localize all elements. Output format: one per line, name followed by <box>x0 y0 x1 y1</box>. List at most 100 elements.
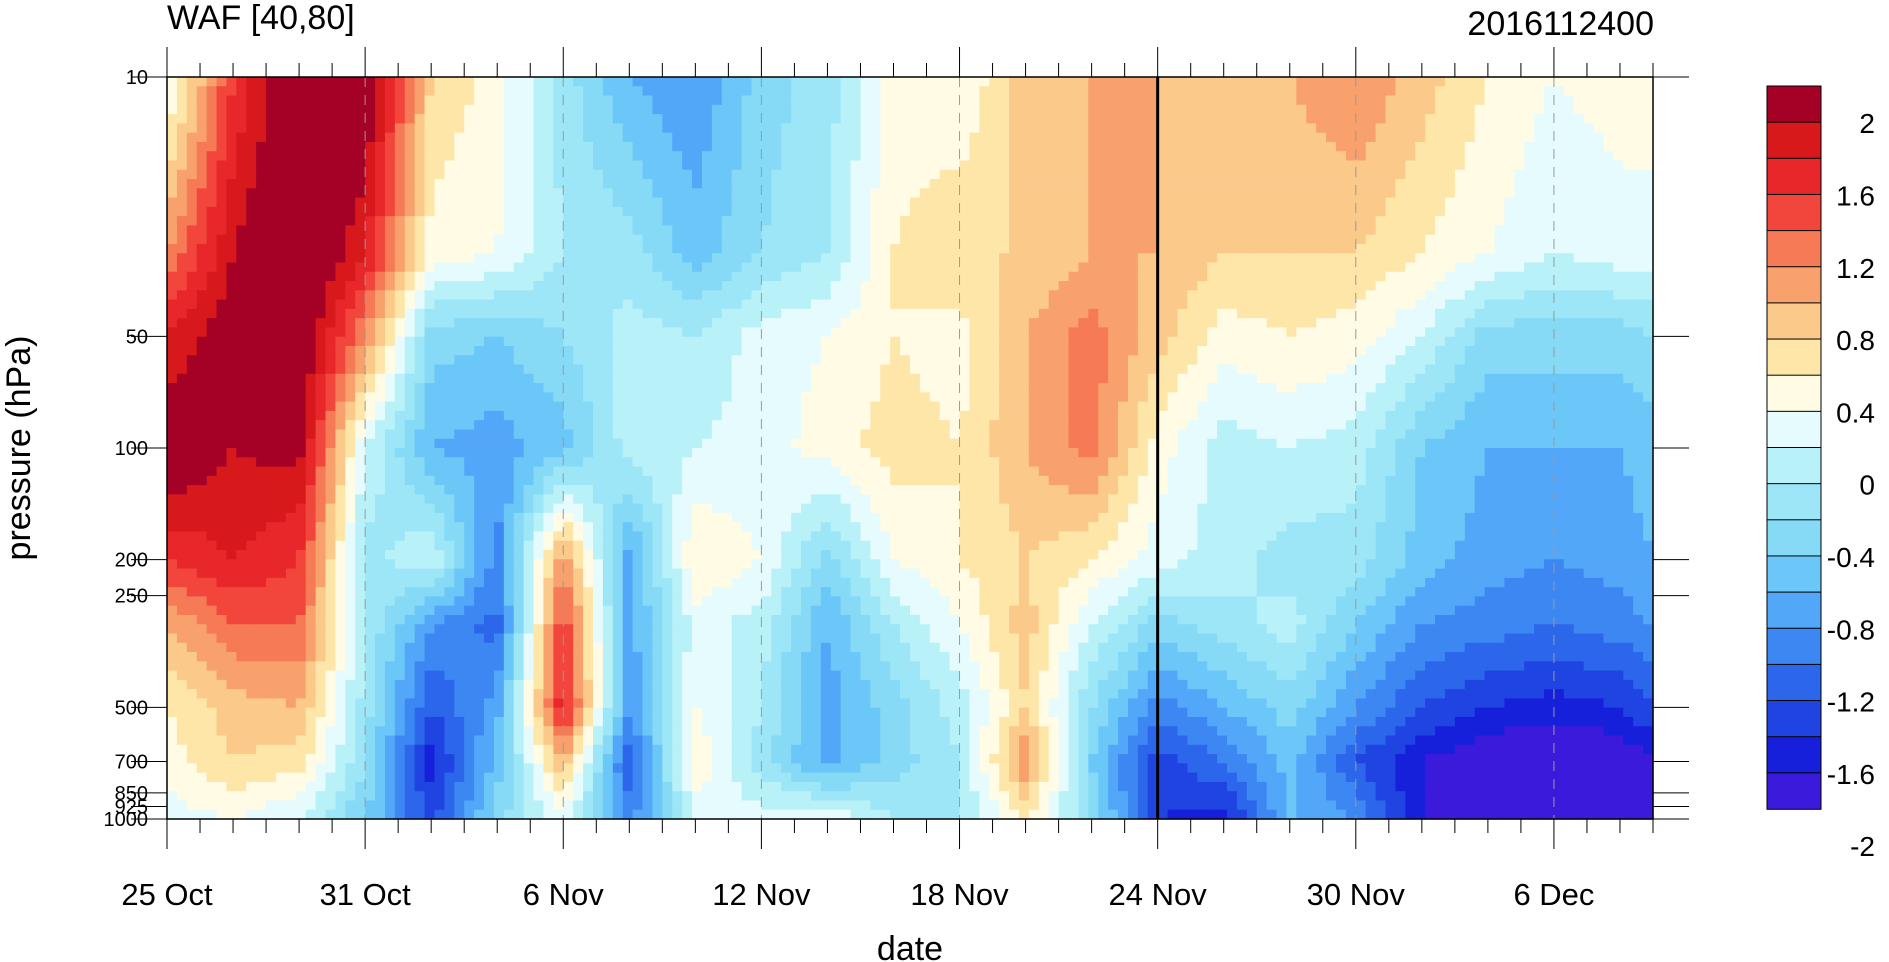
field-cell <box>216 234 228 245</box>
field-cell <box>1583 206 1595 217</box>
field-cell <box>810 216 822 227</box>
field-cell <box>1048 253 1060 264</box>
field-cell <box>1444 114 1456 124</box>
field-cell <box>493 141 505 152</box>
field-cell <box>325 327 337 338</box>
field-cell <box>563 336 574 347</box>
field-cell <box>325 151 337 162</box>
field-cell <box>186 225 198 236</box>
field-cell <box>731 132 743 143</box>
field-cell <box>870 318 881 329</box>
field-cell <box>1544 132 1555 143</box>
field-cell <box>959 271 971 282</box>
field-cell <box>1345 281 1357 291</box>
field-cell <box>325 290 337 301</box>
field-cell <box>424 234 436 245</box>
field-cell <box>474 234 485 245</box>
field-cell <box>345 234 356 245</box>
field-cell <box>474 114 485 124</box>
field-cell <box>642 132 654 143</box>
field-cell <box>474 336 485 347</box>
field-cell <box>295 281 307 291</box>
field-cell <box>1345 160 1357 171</box>
field-cell <box>1127 271 1139 282</box>
field-cell <box>335 206 346 217</box>
field-cell <box>216 216 228 227</box>
field-cell <box>474 262 485 273</box>
field-cell <box>275 151 287 162</box>
field-cell <box>602 373 614 384</box>
field-cell <box>880 299 891 310</box>
field-cell <box>216 327 228 338</box>
field-cell <box>801 364 812 375</box>
field-cell <box>890 373 901 384</box>
field-cell <box>1058 308 1070 319</box>
field-cell <box>969 308 980 319</box>
field-cell <box>295 169 307 180</box>
field-cell <box>1108 243 1119 254</box>
field-cell <box>1326 160 1337 171</box>
field-cell <box>1236 299 1248 310</box>
field-cell <box>1395 225 1406 236</box>
field-cell <box>503 299 515 310</box>
field-cell <box>1028 160 1040 171</box>
field-cell <box>1425 345 1436 356</box>
field-cell <box>176 373 188 384</box>
field-cell <box>285 234 297 245</box>
field-cell <box>1236 225 1248 236</box>
field-cell <box>533 318 545 329</box>
field-cell <box>1137 271 1149 282</box>
field-cell <box>929 216 941 227</box>
field-cell <box>1395 271 1406 282</box>
field-cell <box>1187 243 1198 254</box>
field-cell <box>246 114 257 124</box>
field-cell <box>414 271 426 282</box>
field-cell <box>1464 355 1476 366</box>
field-cell <box>1553 271 1565 282</box>
field-cell <box>1454 77 1466 87</box>
field-cell <box>493 383 505 393</box>
field-cell <box>1078 179 1089 189</box>
field-cell <box>900 373 911 384</box>
field-cell <box>810 308 822 319</box>
field-cell <box>1286 132 1297 143</box>
field-cell <box>701 364 713 375</box>
field-cell <box>1236 179 1248 189</box>
field-cell <box>1573 355 1585 366</box>
field-cell <box>662 281 673 291</box>
field-cell <box>741 132 753 143</box>
field-cell <box>1603 355 1614 366</box>
field-cell <box>345 141 356 152</box>
field-cell <box>394 104 406 115</box>
field-cell <box>999 364 1010 375</box>
field-cell <box>929 206 941 217</box>
field-cell <box>167 95 178 106</box>
field-cell <box>196 206 208 217</box>
field-cell <box>1365 318 1377 329</box>
field-cell <box>355 327 366 338</box>
field-cell <box>939 345 951 356</box>
field-cell <box>335 197 346 208</box>
field-cell <box>1296 104 1307 115</box>
field-cell <box>850 281 862 291</box>
field-cell <box>1415 364 1426 375</box>
field-cell <box>305 355 317 366</box>
field-cell <box>662 141 673 152</box>
field-cell <box>275 95 287 106</box>
field-cell <box>1296 373 1307 384</box>
field-cell <box>721 104 733 115</box>
field-cell <box>206 336 218 347</box>
field-cell <box>365 132 376 143</box>
field-cell <box>236 206 247 217</box>
field-cell <box>1118 243 1129 254</box>
field-cell <box>870 345 881 356</box>
field-cell <box>1009 327 1020 338</box>
field-cell <box>1504 95 1515 106</box>
field-cell <box>1544 169 1555 180</box>
field-cell <box>612 262 624 273</box>
field-cell <box>325 179 337 189</box>
field-cell <box>305 95 317 106</box>
field-cell <box>404 327 416 338</box>
field-cell <box>642 169 654 180</box>
field-cell <box>484 336 495 347</box>
